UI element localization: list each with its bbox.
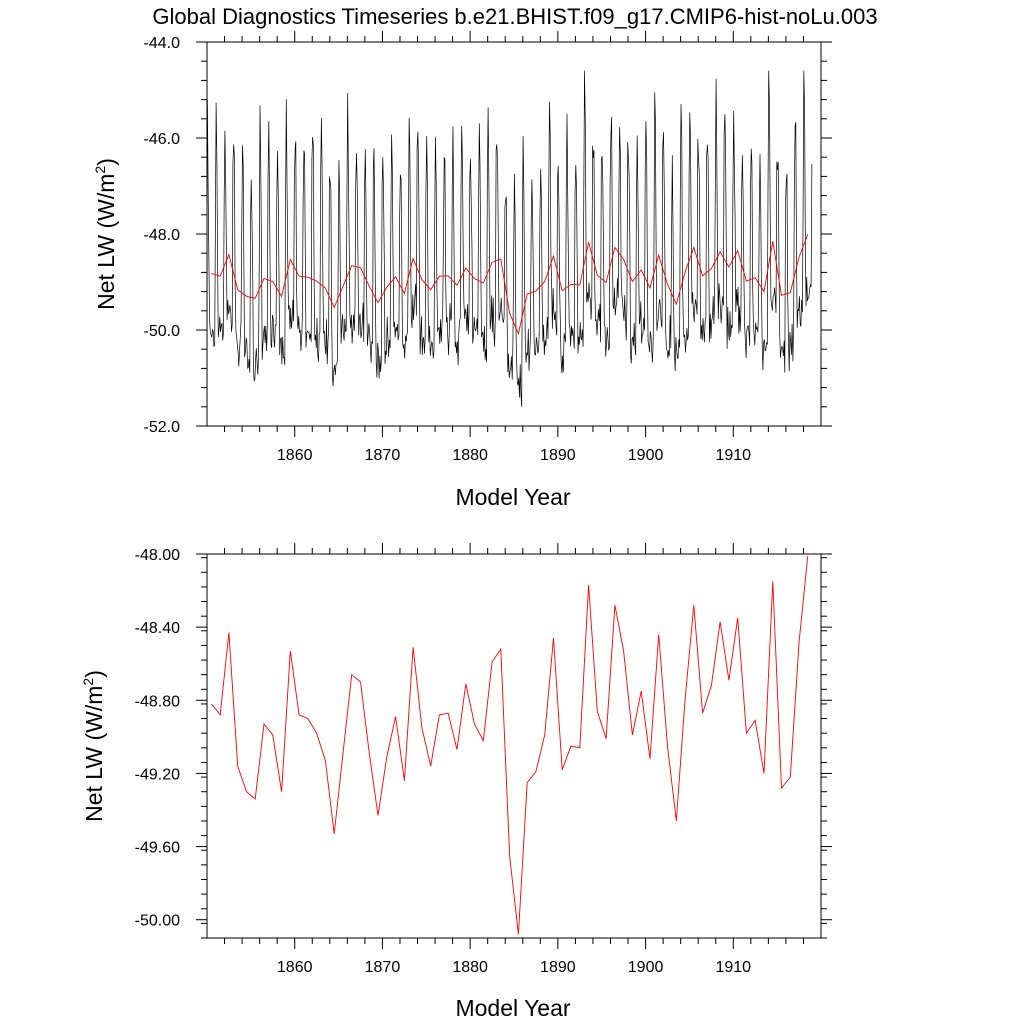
x-tick-label: 1860 (277, 447, 313, 464)
x-tick-label: 1870 (365, 959, 401, 976)
y-tick-label: -46.0 (144, 131, 181, 148)
x-tick-label: 1860 (277, 959, 313, 976)
x-tick-label: 1910 (715, 959, 751, 976)
x-tick-label: 1900 (628, 447, 664, 464)
annual-mean-line (211, 234, 809, 336)
top-ticks (196, 31, 832, 437)
y-tick-label: -48.80 (135, 693, 180, 710)
top-y-axis-label-superscript: 2 (92, 166, 108, 174)
x-tick-label: 1910 (715, 447, 751, 464)
y-tick-label: -50.0 (144, 323, 181, 340)
x-tick-label: 1870 (365, 447, 401, 464)
bottom-ticks (196, 543, 832, 949)
bottom-y-axis-label-main: Net LW (W/m (81, 686, 107, 822)
x-tick-label: 1890 (540, 447, 576, 464)
y-tick-label: -49.60 (135, 840, 180, 857)
chart-title: Global Diagnostics Timeseries b.e21.BHIS… (152, 4, 877, 29)
y-tick-label: -50.00 (135, 913, 180, 930)
y-tick-label: -52.0 (144, 419, 181, 436)
annual-mean-line (211, 555, 809, 935)
top-panel: 1860 1870 1880 1890 1900 1910 -44.0 -46.0 -48.0… (92, 31, 832, 510)
bottom-annual-series (211, 555, 809, 935)
bottom-x-tick-labels: 1860 1870 1880 1890 1900 1910 (277, 959, 751, 976)
top-x-axis-label: Model Year (455, 484, 570, 510)
y-tick-label: -48.0 (144, 227, 181, 244)
x-tick-label: 1880 (452, 959, 488, 976)
bottom-panel: 1860 1870 1880 1890 1900 1910 -48.00-48.40-48… (80, 543, 832, 1021)
top-monthly-series (207, 70, 813, 407)
top-annual-series (211, 234, 809, 336)
top-y-axis-label-close: ) (93, 158, 119, 166)
top-y-axis-label-main: Net LW (W/m (93, 174, 119, 310)
top-y-axis-label: Net LW (W/m2) (92, 158, 119, 310)
bottom-y-axis-label-close: ) (81, 670, 107, 678)
monthly-line (207, 70, 813, 407)
bottom-plot-frame (206, 553, 822, 939)
y-tick-label: -49.20 (135, 766, 180, 783)
bottom-x-axis-label: Model Year (455, 995, 570, 1021)
bottom-y-axis-label: Net LW (W/m2) (80, 670, 107, 822)
x-tick-label: 1900 (628, 959, 664, 976)
top-y-tick-labels: -44.0 -46.0 -48.0 -50.0 -52.0 (144, 35, 181, 436)
x-tick-label: 1890 (540, 959, 576, 976)
bottom-y-axis-label-superscript: 2 (80, 678, 96, 686)
top-x-tick-labels: 1860 1870 1880 1890 1900 1910 (277, 447, 751, 464)
y-tick-label: -44.0 (144, 35, 181, 52)
y-tick-label: -48.40 (135, 620, 180, 637)
x-tick-label: 1880 (452, 447, 488, 464)
bottom-y-tick-labels: -48.00 -48.40 -48.80 -49.20 -49.60 -50.00 (135, 547, 180, 930)
y-tick-label: -48.00 (135, 547, 180, 564)
